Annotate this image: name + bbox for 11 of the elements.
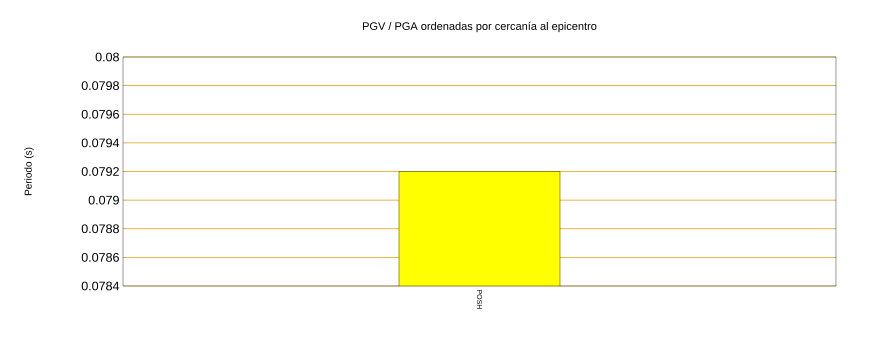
y-tick-label: 0.0784 xyxy=(82,282,120,290)
y-tick-label: 0.0794 xyxy=(82,138,120,148)
y-tick-label: 0.0796 xyxy=(82,110,119,119)
chart-title: PGV / PGA ordenadas por cercanía al epicentro xyxy=(363,22,596,32)
y-tick-label: 0.0792 xyxy=(82,167,119,176)
y-tick-label: 0.08 xyxy=(96,52,119,62)
y-tick-label: 0.0788 xyxy=(82,224,119,234)
y-axis-title: Periodo (s) xyxy=(24,148,34,196)
y-tick-label: 0.079 xyxy=(88,196,119,205)
y-tick-label: 0.0786 xyxy=(82,252,119,262)
y-tick-label: 0.0798 xyxy=(82,81,119,90)
